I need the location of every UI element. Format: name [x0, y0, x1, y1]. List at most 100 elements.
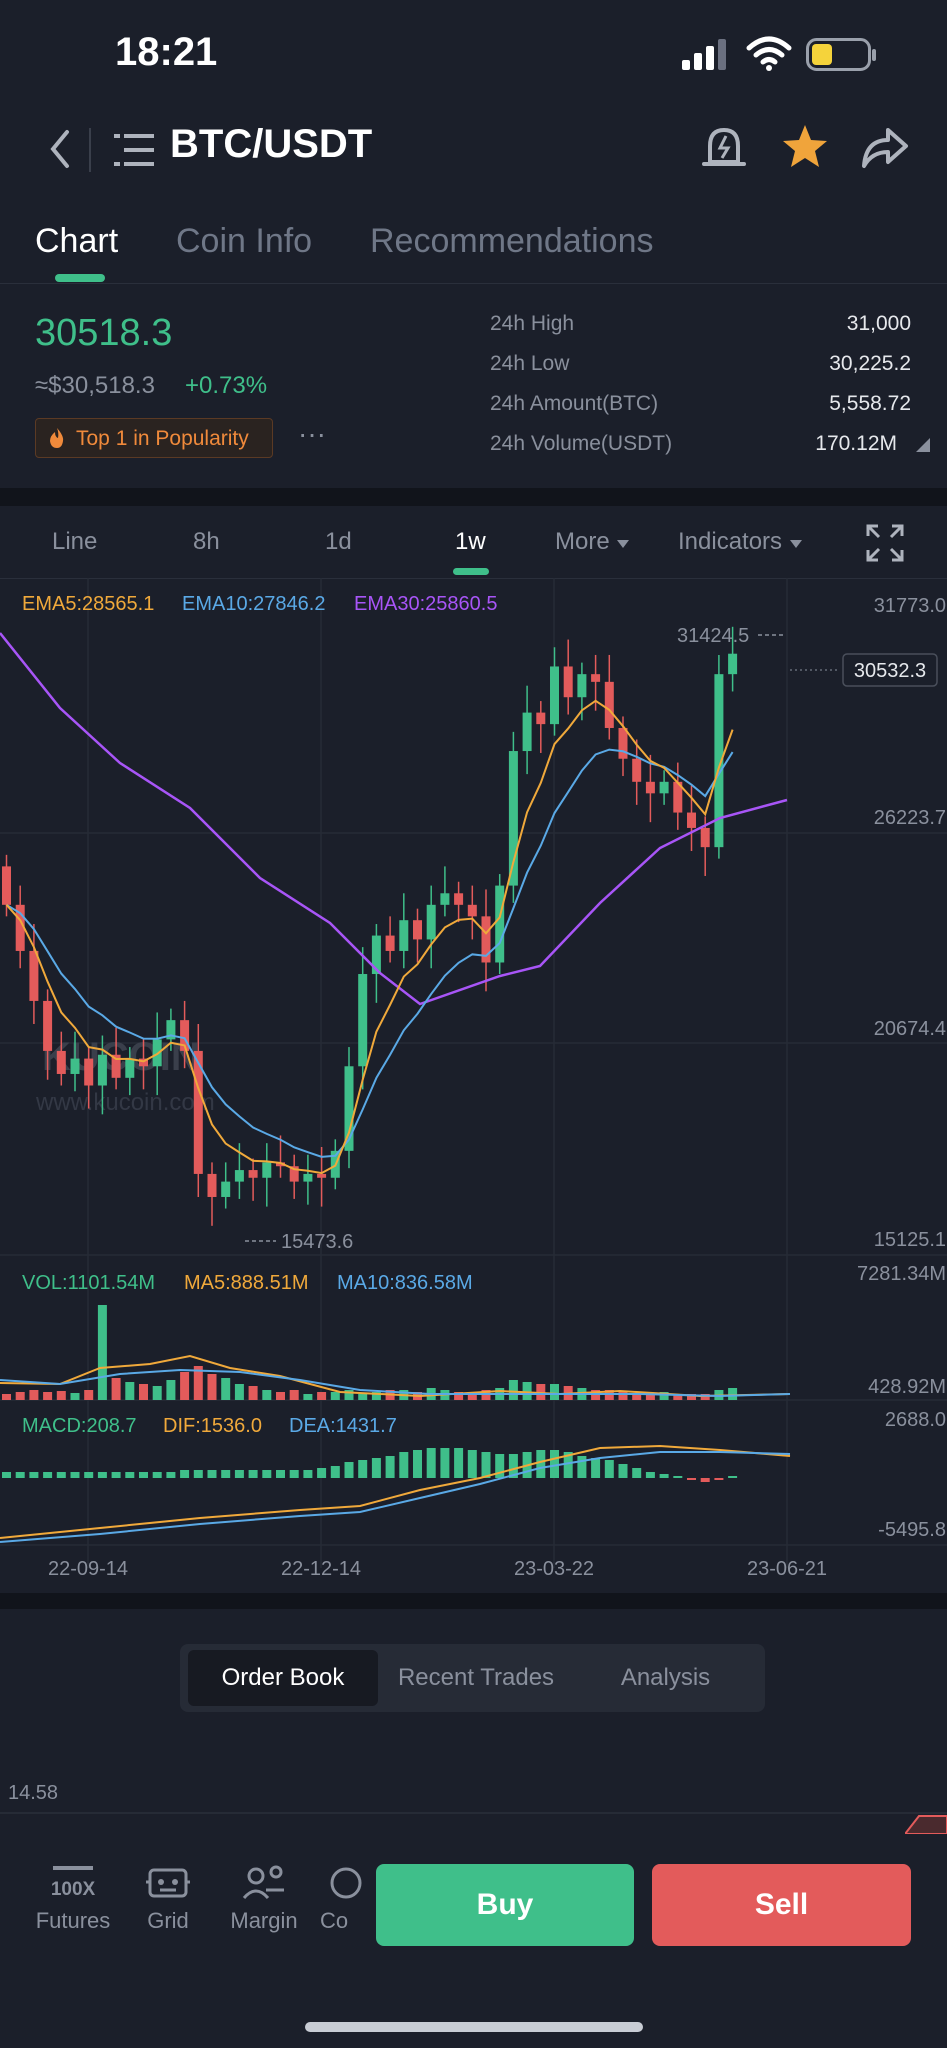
- timeframe-8h[interactable]: 8h: [193, 528, 220, 555]
- section-separator: [0, 1593, 947, 1609]
- section-separator: [0, 488, 947, 506]
- volume-bar: [728, 1388, 738, 1400]
- macd-bar: [618, 1464, 628, 1478]
- nav-margin[interactable]: Margin: [224, 1864, 304, 1934]
- candle-body: [618, 727, 628, 759]
- volume-bar: [29, 1390, 39, 1400]
- ema30-legend: EMA30:25860.5: [354, 593, 497, 615]
- nav-futures[interactable]: 100X Futures: [33, 1864, 113, 1934]
- candle-body: [550, 666, 559, 725]
- macd-bar: [70, 1472, 80, 1478]
- dea-legend: DEA:1431.7: [289, 1415, 397, 1437]
- ema5-line: [5, 699, 734, 1175]
- volume-bar: [43, 1392, 53, 1400]
- kline-chart-svg[interactable]: KUCOIN www.kucoin.com EMA5:28565.1 EMA10…: [0, 578, 947, 1593]
- tab-recommendations[interactable]: Recommendations: [370, 222, 654, 260]
- active-tab-indicator: [55, 274, 105, 282]
- dif-legend: DIF:1536.0: [163, 1415, 262, 1437]
- pair-title[interactable]: BTC/USDT: [170, 122, 373, 166]
- candle-body: [15, 904, 25, 951]
- candle-body: [399, 920, 409, 951]
- sell-button[interactable]: Sell: [652, 1864, 911, 1946]
- indicators-label: Indicators: [678, 528, 783, 555]
- candle-body: [125, 1058, 135, 1078]
- favorite-star-icon[interactable]: [780, 122, 830, 172]
- date-axis-label: 23-03-22: [514, 1558, 594, 1580]
- popularity-badge[interactable]: Top 1 in Popularity: [35, 418, 273, 458]
- vol-ma5-line: [0, 1354, 791, 1398]
- candle-body: [385, 935, 395, 951]
- fullscreen-icon[interactable]: [866, 524, 904, 562]
- timeframe-bar: Line 8h 1d 1w More Indicators: [0, 506, 947, 578]
- macd-bar: [43, 1472, 53, 1478]
- macd-bar: [645, 1472, 655, 1478]
- macd-bar: [111, 1472, 121, 1478]
- candle-body: [632, 758, 642, 782]
- volume-bar: [207, 1374, 217, 1400]
- menu-icon[interactable]: [112, 130, 156, 170]
- nav-convert[interactable]: Co: [320, 1864, 372, 1934]
- kline-chart[interactable]: KUCOIN www.kucoin.com EMA5:28565.1 EMA10…: [0, 578, 947, 1593]
- share-icon[interactable]: [860, 124, 910, 170]
- volume-bar: [330, 1392, 340, 1400]
- tab-order-book[interactable]: Order Book: [188, 1650, 378, 1706]
- stat-label: 24h Volume(USDT): [490, 432, 673, 455]
- nav-grid[interactable]: Grid: [128, 1864, 208, 1934]
- candle-body: [440, 893, 450, 905]
- buy-button[interactable]: Buy: [376, 1864, 634, 1946]
- macd-legend: MACD:208.7: [22, 1415, 137, 1437]
- active-timeframe-indicator: [453, 568, 489, 575]
- price-alert-icon[interactable]: [700, 122, 748, 176]
- bottom-action-bar: 100X Futures Grid Margin Co Buy Sell: [0, 1812, 947, 2048]
- volume-bar: [522, 1382, 532, 1400]
- volume-bar: [303, 1394, 313, 1400]
- divider: [0, 1812, 947, 1814]
- home-indicator: [305, 2022, 643, 2032]
- volume-bar: [2, 1394, 11, 1400]
- tab-chart[interactable]: Chart: [35, 222, 119, 260]
- candle-body: [2, 866, 11, 905]
- dif-line: [0, 1444, 791, 1539]
- candle-body: [43, 1000, 53, 1051]
- macd-bar: [139, 1472, 148, 1478]
- tab-coin-info[interactable]: Coin Info: [176, 222, 313, 260]
- macd-bar: [2, 1472, 11, 1478]
- volume-bars: [2, 1305, 738, 1400]
- timeframe-line[interactable]: Line: [52, 528, 98, 555]
- timeframe-1d[interactable]: 1d: [325, 528, 352, 555]
- grid-bot-icon: [146, 1868, 190, 1898]
- candle-body: [413, 920, 422, 940]
- volume-bar: [221, 1378, 231, 1400]
- candle-body: [139, 1058, 148, 1067]
- dea-line: [0, 1451, 791, 1543]
- candle-body: [467, 904, 477, 917]
- indicators-dropdown[interactable]: Indicators: [678, 528, 803, 556]
- divider: [89, 128, 91, 172]
- macd-bar: [426, 1448, 436, 1478]
- volume-bar: [125, 1382, 135, 1400]
- last-price-tag-box: [842, 653, 938, 687]
- more-options-button[interactable]: ···: [298, 418, 326, 449]
- volume-bar: [180, 1372, 190, 1400]
- volume-bar: [344, 1390, 354, 1400]
- macd-bar: [125, 1472, 135, 1478]
- candle-body: [180, 1020, 190, 1051]
- vol-ma10-line: [0, 1368, 791, 1398]
- macd-bar: [180, 1470, 190, 1478]
- candle-body: [97, 1054, 107, 1086]
- tab-analysis[interactable]: Analysis: [620, 1664, 711, 1691]
- tab-recent-trades[interactable]: Recent Trades: [397, 1664, 555, 1691]
- last-price: 30518.3: [35, 312, 173, 354]
- divider: [0, 578, 947, 579]
- more-dropdown[interactable]: More: [555, 528, 630, 556]
- candle-body: [454, 893, 464, 905]
- candle-body: [166, 1020, 176, 1040]
- nav-label: Futures: [35, 1908, 111, 1933]
- timeframe-1w[interactable]: 1w: [455, 528, 486, 555]
- volume-bar: [84, 1390, 94, 1400]
- back-icon[interactable]: [45, 126, 75, 172]
- volume-bar: [687, 1394, 696, 1400]
- stat-value: 170.12M: [815, 432, 897, 455]
- macd-bar: [495, 1454, 505, 1478]
- macd-axis-label: -5495.8: [878, 1519, 946, 1541]
